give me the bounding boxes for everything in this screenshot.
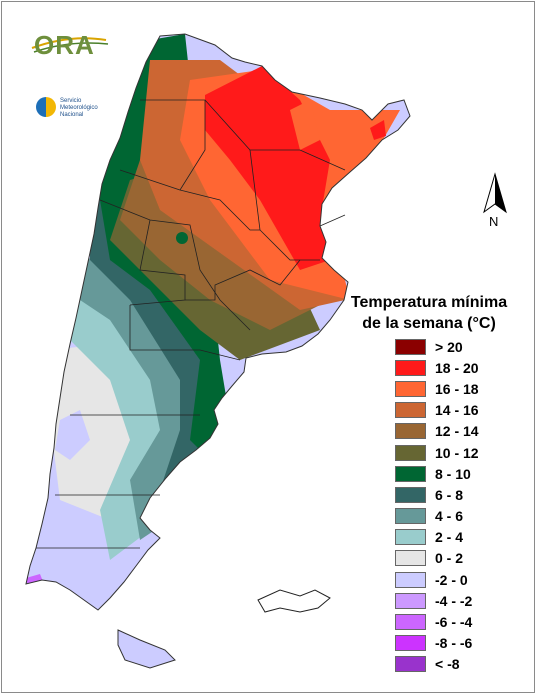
legend-label: 6 - 8 — [435, 486, 464, 503]
legend-item: 14 - 16 — [395, 400, 479, 421]
legend-swatch — [395, 444, 426, 461]
legend-title: Temperatura mínima de la semana (°C) — [350, 294, 508, 332]
north-arrow: N — [480, 172, 510, 232]
legend-item: 16 - 18 — [395, 378, 479, 399]
legend-item: -2 - 0 — [395, 569, 479, 590]
legend-label: 16 - 18 — [435, 380, 479, 397]
legend-item: 0 - 2 — [395, 548, 479, 569]
legend-swatch — [395, 550, 426, 567]
legend-item: < -8 — [395, 654, 479, 675]
legend-item: 4 - 6 — [395, 506, 479, 527]
legend: > 20 18 - 20 16 - 18 14 - 16 12 - 14 10 - 12 8… — [395, 336, 479, 675]
ora-swoosh-icon — [31, 37, 109, 53]
legend-label: < -8 — [435, 656, 460, 673]
legend-item: 12 - 14 — [395, 421, 479, 442]
legend-swatch — [395, 571, 426, 588]
legend-label: 4 - 6 — [435, 508, 464, 525]
tierra-del-fuego — [117, 629, 176, 669]
legend-swatch — [395, 486, 426, 503]
legend-label: 18 - 20 — [435, 359, 479, 376]
malvinas-islands — [257, 589, 331, 613]
north-arrow-icon — [483, 172, 507, 214]
smn-logo: Servicio Meteorológico Nacional — [36, 97, 116, 127]
smn-emblem-icon — [36, 97, 56, 117]
legend-item: -6 - -4 — [395, 611, 479, 632]
legend-item: -4 - -2 — [395, 590, 479, 611]
legend-label: -2 - 0 — [435, 571, 468, 588]
legend-item: 18 - 20 — [395, 357, 479, 378]
legend-swatch — [395, 529, 426, 546]
legend-swatch — [395, 338, 426, 355]
legend-swatch — [395, 508, 426, 525]
legend-label: > 20 — [435, 338, 463, 355]
legend-swatch — [395, 614, 426, 631]
legend-item: 10 - 12 — [395, 442, 479, 463]
ora-logo-text: ORA — [34, 30, 95, 60]
ora-logo: ORA — [30, 26, 110, 62]
legend-swatch — [395, 402, 426, 419]
legend-label: 10 - 12 — [435, 444, 479, 461]
north-label: N — [489, 214, 499, 229]
legend-swatch — [395, 423, 426, 440]
legend-item: 2 - 4 — [395, 527, 479, 548]
legend-label: -8 - -6 — [435, 635, 473, 652]
legend-item: > 20 — [395, 336, 479, 357]
legend-label: -6 - -4 — [435, 614, 473, 631]
legend-label: 8 - 10 — [435, 465, 471, 482]
legend-item: 8 - 10 — [395, 463, 479, 484]
legend-swatch — [395, 465, 426, 482]
legend-swatch — [395, 592, 426, 609]
legend-label: 2 - 4 — [435, 529, 464, 546]
province-borders — [36, 99, 346, 549]
legend-swatch — [395, 380, 426, 397]
legend-label: 12 - 14 — [435, 423, 479, 440]
legend-label: 14 - 16 — [435, 402, 479, 419]
smn-logo-text: Servicio Meteorológico Nacional — [60, 98, 98, 118]
legend-swatch — [395, 359, 426, 376]
legend-label: -4 - -2 — [435, 592, 473, 609]
legend-label: 0 - 2 — [435, 550, 464, 567]
legend-swatch — [395, 635, 426, 652]
legend-swatch — [395, 656, 426, 673]
legend-item: -8 - -6 — [395, 633, 479, 654]
legend-item: 6 - 8 — [395, 484, 479, 505]
